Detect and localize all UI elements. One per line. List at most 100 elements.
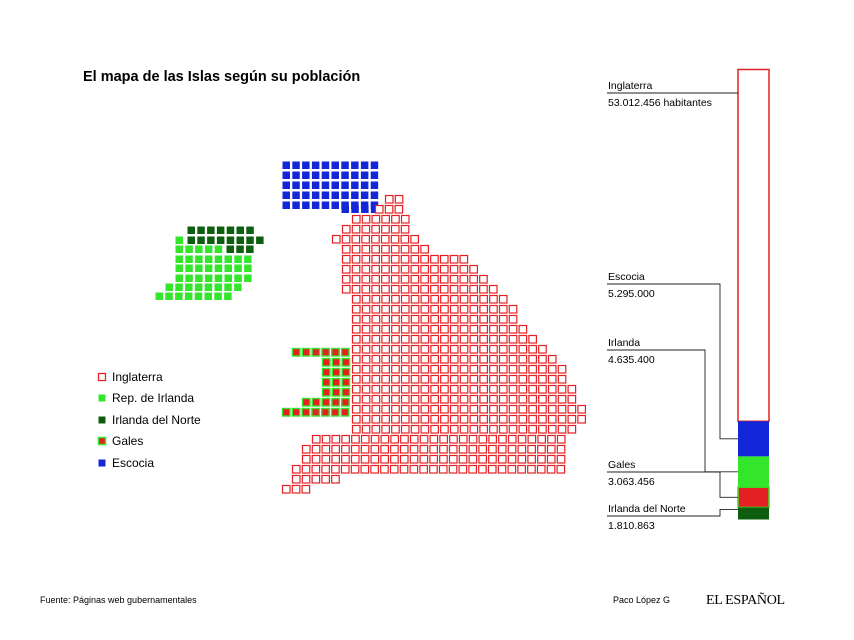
map-cell-inglaterra	[420, 414, 430, 424]
map-cell-inglaterra	[488, 284, 498, 294]
map-cell-inglaterra	[479, 324, 488, 334]
map-cell-inglaterra	[351, 384, 361, 394]
map-cell-gales	[341, 377, 351, 387]
map-cell-inglaterra	[410, 404, 420, 414]
map-cell-inglaterra	[498, 344, 508, 354]
map-cell-inglaterra	[361, 254, 371, 264]
map-cell-inglaterra	[489, 304, 498, 314]
map-cell-inglaterra	[538, 374, 547, 384]
bar-segment-inglaterra	[737, 68, 770, 423]
map-cell-inglaterra	[458, 464, 468, 474]
map-cell-inglaterra	[440, 364, 449, 374]
map-cell-inglaterra	[410, 354, 420, 364]
map-cell-inglaterra	[508, 314, 518, 324]
map-cell-inglaterra	[400, 224, 410, 234]
map-cell-inglaterra	[400, 214, 410, 224]
map-cell-inglaterra	[449, 304, 459, 314]
map-cell-inglaterra	[547, 374, 557, 384]
map-cell-irlanda	[175, 283, 183, 291]
map-cell-inglaterra	[479, 274, 488, 284]
map-cell-inglaterra	[469, 384, 479, 394]
bar-label-irlanda-del-norte: Irlanda del Norte	[608, 503, 686, 515]
map-cell-inglaterra	[498, 324, 508, 334]
map-cell-escocia	[331, 191, 339, 199]
map-cell-escocia	[282, 191, 290, 199]
map-cell-inglaterra	[469, 264, 478, 274]
map-cell-irlanda-del-norte	[226, 226, 235, 234]
map-cell-inglaterra	[439, 274, 449, 284]
map-cell-escocia	[331, 171, 339, 179]
map-cell-inglaterra	[430, 254, 439, 264]
map-cell-inglaterra	[351, 394, 361, 404]
map-cell-inglaterra	[440, 304, 449, 314]
map-cell-inglaterra	[497, 464, 507, 474]
map-cell-inglaterra	[458, 444, 468, 454]
map-cell-escocia	[351, 191, 359, 199]
map-cell-inglaterra	[361, 304, 371, 314]
map-cell-escocia	[360, 161, 369, 169]
map-cell-inglaterra	[489, 384, 498, 394]
map-cell-irlanda	[214, 255, 223, 263]
map-cell-inglaterra	[440, 384, 449, 394]
map-cell-inglaterra	[341, 264, 351, 274]
map-cell-inglaterra	[488, 454, 497, 464]
map-cell-inglaterra	[351, 434, 360, 444]
map-cell-inglaterra	[351, 234, 361, 244]
map-cell-inglaterra	[390, 244, 400, 254]
map-cell-gales	[291, 347, 301, 357]
map-cell-inglaterra	[479, 354, 488, 364]
map-cell-inglaterra	[449, 354, 459, 364]
map-cell-inglaterra	[291, 474, 301, 484]
map-cell-inglaterra	[508, 384, 518, 394]
map-cell-escocia	[341, 201, 349, 209]
map-cell-irlanda	[195, 245, 203, 253]
map-cell-inglaterra	[311, 434, 321, 444]
map-cell-inglaterra	[538, 394, 547, 404]
map-cell-inglaterra	[430, 344, 439, 354]
map-cell-inglaterra	[507, 444, 517, 454]
map-cell-inglaterra	[361, 234, 370, 244]
map-cell-inglaterra	[537, 444, 546, 454]
map-cell-inglaterra	[459, 404, 469, 414]
map-cell-inglaterra	[449, 254, 459, 264]
map-cell-inglaterra	[498, 294, 508, 304]
map-cell-inglaterra	[449, 384, 459, 394]
map-cell-escocia	[370, 161, 379, 169]
map-cell-gales	[341, 387, 351, 397]
map-cell-inglaterra	[391, 414, 400, 424]
map-cell-inglaterra	[341, 234, 351, 244]
map-cell-escocia	[370, 191, 379, 199]
map-cell-inglaterra	[419, 444, 429, 454]
map-cell-inglaterra	[459, 324, 469, 334]
map-cell-inglaterra	[381, 284, 390, 294]
bar-segment-gales	[737, 486, 770, 509]
map-cell-inglaterra	[527, 454, 537, 464]
map-cell-inglaterra	[517, 454, 527, 464]
map-cell-inglaterra	[546, 454, 556, 464]
map-cell-inglaterra	[381, 304, 390, 314]
legend-label-escocia: Escocia	[112, 456, 154, 470]
map-cell-inglaterra	[479, 394, 488, 404]
map-cell-inglaterra	[420, 244, 429, 254]
map-cell-escocia	[321, 191, 330, 199]
map-cell-inglaterra	[479, 414, 488, 424]
map-cell-inglaterra	[489, 404, 498, 414]
map-cell-irlanda-del-norte	[256, 236, 264, 244]
map-cell-inglaterra	[341, 454, 350, 464]
map-cell-inglaterra	[381, 384, 390, 394]
map-cell-inglaterra	[449, 364, 459, 374]
map-cell-escocia	[360, 181, 369, 189]
map-cell-inglaterra	[371, 244, 380, 254]
map-cell-inglaterra	[400, 384, 410, 394]
map-cell-inglaterra	[438, 464, 448, 474]
map-cell-gales	[340, 347, 350, 357]
map-cell-inglaterra	[430, 304, 439, 314]
map-cell-inglaterra	[469, 274, 478, 284]
map-cell-inglaterra	[391, 354, 400, 364]
map-cell-inglaterra	[400, 324, 410, 334]
map-cell-irlanda	[175, 292, 183, 300]
map-cell-irlanda	[195, 274, 203, 282]
map-cell-inglaterra	[508, 334, 518, 344]
map-cell-inglaterra	[538, 344, 547, 354]
map-cell-inglaterra	[400, 284, 410, 294]
